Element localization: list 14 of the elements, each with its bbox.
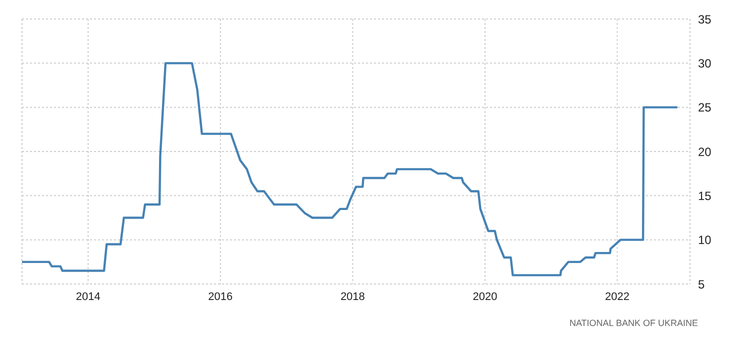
x-tick-label: 2022: [605, 290, 630, 303]
y-tick-label: 35: [698, 12, 712, 26]
x-tick-label: 2020: [472, 290, 498, 303]
x-tick-label: 2014: [76, 290, 100, 303]
y-tick-label: 5: [698, 277, 705, 292]
y-tick-label: 20: [698, 144, 712, 159]
line-series: [22, 62, 679, 276]
text: NATIONAL BANK OF UKRAINE: [569, 318, 698, 328]
x-tick-label: 2016: [208, 290, 233, 303]
y-tick-label: 15: [698, 188, 712, 203]
y-tick-label: 30: [698, 56, 712, 70]
y-tick-label: 25: [698, 100, 712, 115]
x-tick-label: 2018: [340, 290, 365, 303]
y-tick-label: 10: [698, 233, 712, 248]
